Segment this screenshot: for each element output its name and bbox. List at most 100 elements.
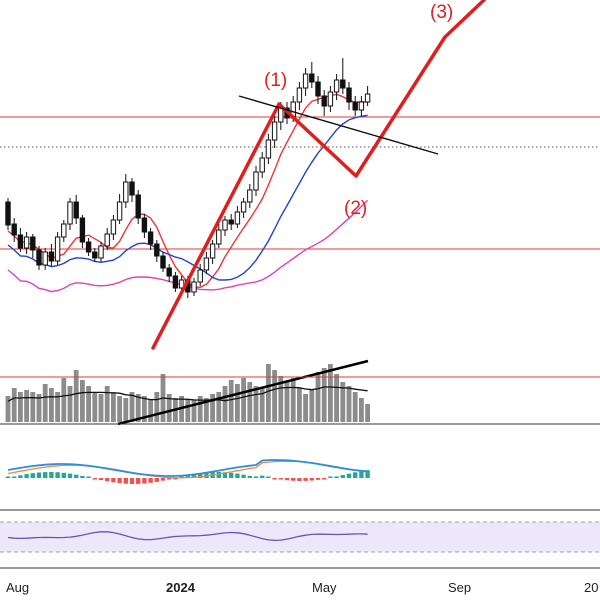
volume-bar [154,392,160,422]
volume-bar [328,364,333,422]
volume-bar [228,380,234,422]
candle-body [278,107,284,123]
time-axis: Aug 2024 May Sep 20 [6,580,598,595]
macd-histogram-bar [235,473,240,478]
volume-bar [210,394,215,422]
candle-body [346,87,352,103]
candle-body [135,194,141,219]
volume-bar [222,386,228,422]
candle-body [178,279,185,289]
macd-histogram-bar [222,472,228,478]
macd-histogram-bar [204,472,209,478]
macd-histogram-bar [92,478,97,480]
volume-bar [241,378,246,422]
macd-histogram-bar [12,476,17,478]
volume-bar [98,394,104,422]
candle-body [42,251,48,266]
macd-histogram-bar [142,478,147,484]
macd-histogram-bar [24,474,29,478]
macd-histogram-bar [36,472,42,478]
volume-trendline [117,359,369,426]
candle-body [147,231,154,245]
macd-histogram-bar [266,476,271,478]
volume-bar [148,400,153,422]
macd-histogram-bar [216,472,221,478]
volume-ma-line [7,386,368,402]
candle-body [30,236,36,251]
candle-body [340,79,346,89]
macd-histogram-bar [67,473,73,478]
volume-bar [259,388,265,422]
x-tick-2024: 2024 [166,580,196,595]
macd-histogram-bar [5,476,11,478]
candle-body [85,241,92,253]
candle-body [79,217,86,243]
macd-histogram-bar [241,474,246,478]
candle-body [358,101,365,111]
candle-body [203,257,210,271]
macd-histogram-bar [284,478,290,481]
macd-histogram-bar [117,478,122,484]
macd-histogram-bar [291,478,296,481]
volume-bar [185,400,191,422]
volume-bar [142,396,147,422]
macd-histogram-bar [328,476,333,478]
volume-bar [86,386,91,422]
macd-histogram-bar [55,472,60,478]
volume-bar [266,364,271,422]
volume-bar [80,380,85,422]
candle-body [352,101,358,111]
macd-histogram-bar [129,478,135,484]
macd-histogram-bar [365,470,370,478]
volume-bar [30,392,36,422]
candle-body [154,243,160,257]
pattern-overlay [151,0,486,350]
volume-bar [284,382,290,422]
macd-histogram-bar [148,478,153,483]
candle-body [36,249,42,266]
volume-bar [365,404,370,422]
candle-body [247,189,253,203]
macd-histogram-bar [322,478,327,480]
volume-bar [315,372,321,422]
candle-body [23,236,30,249]
volume-bar [359,398,364,422]
volume-bar [36,394,42,422]
candle-body [296,87,303,103]
candle-body [67,201,73,225]
macd-histogram-bar [160,478,166,481]
volume-bar [55,392,60,422]
macd-histogram-bar [98,478,104,481]
candle-body [73,201,79,219]
volume-bar [290,378,296,422]
volume-bar [129,392,135,422]
volume-bar [191,400,197,422]
candle-body [104,233,110,247]
volume-bar [346,386,352,422]
candles [5,58,371,298]
macd-histogram-bar [111,478,116,483]
macd-pane [5,459,370,484]
macd-histogram-bar [80,475,85,478]
macd-histogram-bar [74,474,79,478]
candle-body [17,234,24,249]
macd-histogram-bar [123,478,128,484]
candle-body [141,217,148,233]
candle-body [209,243,216,259]
volume-bar [204,398,209,422]
macd-histogram-bar [173,478,178,480]
candle-body [54,236,61,262]
candle-body [123,181,129,203]
macd-histogram-bar [353,472,358,478]
macd-histogram-bar [86,476,91,478]
rsi-line [7,531,368,542]
volume-bar [135,394,141,422]
candle-body [302,73,309,89]
macd-histogram-bar [198,473,203,478]
volume-bar [297,388,302,422]
candle-body [234,211,241,225]
volume-bar [61,378,67,422]
volume-bar [340,382,346,422]
volume-bar [216,392,222,422]
candle-body [327,91,334,107]
